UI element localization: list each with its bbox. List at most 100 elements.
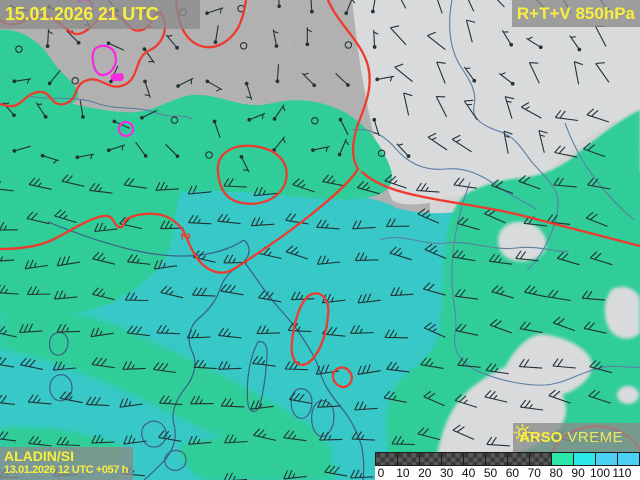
wind-barb bbox=[350, 325, 374, 334]
wind-barb bbox=[27, 394, 52, 405]
product-title-label: R+T+V 850hPa bbox=[511, 0, 640, 27]
wind-barb bbox=[49, 69, 61, 84]
colorbar-tick-label: 50 bbox=[483, 466, 498, 480]
calm-wind-icon bbox=[15, 45, 23, 53]
wind-barb bbox=[384, 174, 407, 189]
colorbar-cell bbox=[464, 453, 485, 465]
wind-barb bbox=[583, 142, 606, 158]
wind-barb bbox=[284, 361, 309, 371]
wind-barb bbox=[272, 29, 279, 47]
wind-barb bbox=[435, 95, 448, 118]
wind-station-dot bbox=[244, 81, 249, 86]
wind-barb bbox=[573, 61, 583, 85]
wind-barb bbox=[491, 285, 514, 299]
wind-barb bbox=[389, 25, 407, 46]
wind-barb bbox=[345, 0, 356, 14]
wind-barb bbox=[206, 7, 224, 14]
wind-station-dot bbox=[143, 154, 148, 158]
wind-barb bbox=[552, 358, 576, 369]
wind-barb bbox=[56, 255, 81, 267]
wind-barb bbox=[437, 0, 443, 14]
wind-barb bbox=[400, 0, 407, 9]
wind-station-dot bbox=[142, 47, 147, 52]
wind-barb bbox=[0, 325, 17, 338]
wind-station-dot bbox=[12, 113, 16, 118]
wind-barb bbox=[538, 129, 548, 153]
wind-barb bbox=[52, 361, 77, 371]
arso-agency-name: ARSO bbox=[519, 429, 563, 446]
wind-barb bbox=[283, 469, 307, 480]
wind-barb bbox=[54, 209, 77, 224]
wind-barb bbox=[350, 469, 374, 479]
wind-station-dot bbox=[76, 40, 81, 45]
wind-barb bbox=[588, 389, 611, 404]
wind-barb bbox=[306, 27, 312, 45]
wind-barb bbox=[319, 431, 343, 441]
colorbar-tick-label: 10 bbox=[396, 466, 410, 480]
wind-barb bbox=[92, 251, 116, 265]
wind-barb bbox=[453, 177, 477, 189]
wind-barb bbox=[278, 0, 280, 7]
wind-barb bbox=[352, 220, 376, 230]
wind-barb bbox=[123, 177, 147, 189]
wind-barb bbox=[547, 289, 571, 302]
wind-station-dot bbox=[577, 47, 582, 52]
wind-barb bbox=[357, 364, 381, 375]
wind-barb bbox=[253, 428, 277, 441]
wind-barb bbox=[53, 290, 78, 300]
colorbar-tick-label: 80 bbox=[549, 466, 563, 480]
wind-station-dot bbox=[239, 155, 244, 159]
wind-barb bbox=[126, 325, 151, 337]
wind-barb bbox=[165, 34, 178, 49]
sun-icon bbox=[513, 423, 532, 442]
product-title-text: R+T+V 850hPa bbox=[516, 4, 635, 23]
wind-barb bbox=[427, 132, 448, 151]
wind-barb bbox=[108, 144, 126, 151]
wind-barb bbox=[553, 177, 577, 188]
model-info-panel: ALADIN/SI 13.01.2026 12 UTC +057 h bbox=[0, 447, 133, 480]
wind-barb bbox=[587, 177, 611, 190]
wind-barb bbox=[124, 292, 149, 302]
wind-barb bbox=[158, 395, 183, 406]
wind-barb bbox=[519, 321, 543, 334]
wind-barb bbox=[383, 390, 407, 403]
wind-barb bbox=[61, 174, 85, 187]
wind-barb bbox=[488, 253, 513, 265]
wind-barb bbox=[91, 287, 115, 301]
wind-station-dot bbox=[109, 79, 113, 84]
wind-barb bbox=[456, 216, 480, 231]
wind-barb bbox=[373, 29, 379, 48]
wind-barb bbox=[56, 323, 81, 333]
wind-barb bbox=[218, 327, 242, 339]
wind-barb bbox=[114, 120, 131, 129]
wind-barb bbox=[94, 222, 118, 233]
wind-barb bbox=[589, 251, 613, 266]
wind-barb bbox=[165, 143, 178, 157]
wind-barb bbox=[521, 102, 542, 119]
wind-barb bbox=[188, 435, 212, 445]
wind-barb bbox=[224, 434, 248, 444]
wind-station-dot bbox=[305, 42, 310, 47]
wind-barb bbox=[0, 394, 15, 405]
wind-barb bbox=[526, 36, 542, 48]
wind-barb bbox=[250, 217, 275, 227]
colorbar-tick-label: 70 bbox=[527, 466, 541, 480]
wind-barb bbox=[357, 181, 380, 195]
wind-barb bbox=[427, 31, 446, 51]
colorbar-cell bbox=[618, 453, 639, 465]
wind-barb bbox=[119, 397, 143, 408]
wind-barb bbox=[322, 174, 346, 187]
wind-barb bbox=[589, 360, 613, 374]
wind-barb bbox=[288, 392, 313, 405]
wind-station-dot bbox=[538, 45, 543, 50]
wind-barb bbox=[420, 357, 444, 369]
wind-barb bbox=[518, 358, 543, 369]
wind-station-dot bbox=[277, 4, 282, 9]
wind-barb bbox=[28, 435, 52, 447]
wind-barb bbox=[292, 178, 315, 193]
wind-barb bbox=[519, 399, 544, 411]
wind-barb bbox=[454, 393, 478, 408]
wind-station-dot bbox=[372, 45, 377, 49]
wind-barb bbox=[186, 329, 211, 339]
wind-station-dot bbox=[509, 42, 514, 47]
